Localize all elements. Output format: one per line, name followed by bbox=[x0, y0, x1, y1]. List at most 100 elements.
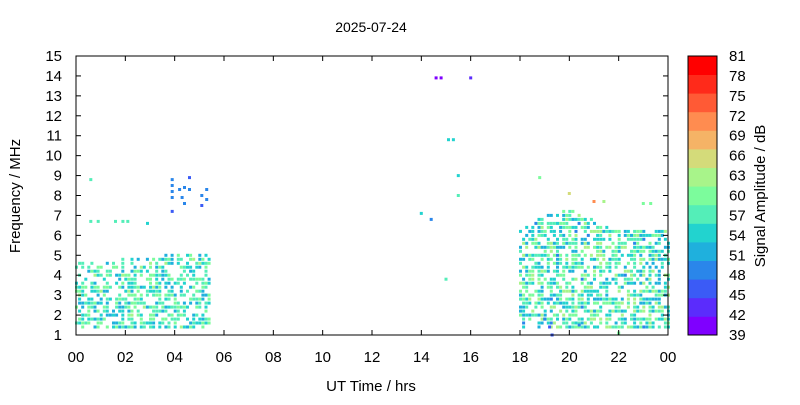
data-cell bbox=[546, 261, 550, 265]
colorbar-segment bbox=[688, 130, 717, 150]
data-cell bbox=[562, 245, 566, 249]
data-cell bbox=[145, 305, 149, 309]
data-cell bbox=[195, 277, 199, 281]
data-cell bbox=[556, 285, 559, 289]
data-cell bbox=[525, 313, 529, 317]
data-cell bbox=[589, 293, 593, 297]
data-cell bbox=[537, 253, 541, 257]
data-cell bbox=[549, 289, 553, 293]
colorbar-tick-label: 66 bbox=[729, 148, 746, 165]
data-cell bbox=[633, 305, 637, 309]
data-cell bbox=[657, 277, 661, 281]
data-cell bbox=[149, 285, 152, 289]
data-cell bbox=[93, 285, 97, 289]
data-cell bbox=[173, 301, 177, 305]
data-cell bbox=[593, 313, 596, 317]
colorbar-ticks: 39 42 45 48 51 54 57 60 63 66 69 72 75 78 81 bbox=[729, 48, 746, 344]
data-cell bbox=[158, 265, 162, 269]
data-cell bbox=[186, 317, 189, 321]
data-cell bbox=[540, 229, 544, 233]
data-cell bbox=[96, 289, 100, 293]
data-cell bbox=[556, 301, 559, 305]
data-cell bbox=[195, 281, 199, 285]
data-cell bbox=[531, 265, 535, 269]
data-cell bbox=[133, 293, 137, 297]
data-cell bbox=[645, 233, 649, 237]
data-cell bbox=[633, 297, 637, 301]
data-cell bbox=[139, 321, 143, 325]
data-cell bbox=[651, 325, 655, 329]
data-cell bbox=[525, 285, 529, 289]
data-cell bbox=[198, 301, 202, 305]
data-cell bbox=[78, 321, 82, 325]
data-cell bbox=[102, 289, 106, 293]
data-cell bbox=[537, 217, 541, 221]
data-cell bbox=[170, 317, 174, 321]
data-cell bbox=[552, 269, 556, 273]
data-cell bbox=[620, 273, 624, 277]
data-cell bbox=[639, 273, 643, 277]
data-cell bbox=[130, 281, 134, 285]
data-cell bbox=[189, 321, 193, 325]
data-cell bbox=[605, 293, 609, 297]
data-cell bbox=[139, 273, 143, 277]
data-cell bbox=[176, 301, 180, 305]
data-cell bbox=[121, 309, 125, 313]
data-cell bbox=[155, 277, 159, 281]
data-cell bbox=[201, 293, 205, 297]
data-cell bbox=[571, 321, 575, 325]
data-cell bbox=[552, 313, 556, 317]
data-cell bbox=[525, 281, 529, 285]
data-cell bbox=[571, 269, 575, 273]
data-cell bbox=[522, 253, 526, 257]
data-cell bbox=[568, 209, 572, 213]
data-cell bbox=[565, 325, 569, 329]
data-cell bbox=[571, 313, 575, 317]
data-cell bbox=[139, 317, 143, 321]
data-cell bbox=[623, 317, 627, 321]
data-cell bbox=[105, 301, 109, 305]
data-cell bbox=[87, 309, 91, 313]
data-cell bbox=[161, 265, 165, 269]
data-cell bbox=[531, 237, 535, 241]
data-cell bbox=[608, 269, 612, 273]
data-cell bbox=[201, 297, 205, 301]
data-cell bbox=[93, 289, 97, 293]
data-cell bbox=[531, 309, 535, 313]
data-cell bbox=[552, 233, 556, 237]
data-cell bbox=[630, 273, 633, 277]
data-cell bbox=[574, 241, 578, 245]
data-cell bbox=[614, 309, 618, 313]
data-cell bbox=[155, 261, 159, 265]
data-cell bbox=[115, 325, 119, 329]
data-cell bbox=[133, 297, 137, 301]
data-cell bbox=[549, 293, 553, 297]
data-cell bbox=[626, 261, 630, 265]
data-cell bbox=[642, 305, 646, 309]
data-point bbox=[434, 76, 438, 80]
data-cell bbox=[93, 305, 97, 309]
data-cell bbox=[562, 241, 566, 245]
data-cell bbox=[571, 289, 575, 293]
data-cell bbox=[149, 273, 152, 277]
data-cell bbox=[556, 213, 559, 217]
data-cell bbox=[620, 325, 624, 329]
data-cell bbox=[87, 321, 91, 325]
data-cell bbox=[663, 321, 667, 325]
y-tick-label: 15 bbox=[45, 48, 62, 65]
data-cell bbox=[195, 297, 199, 301]
data-cell bbox=[568, 305, 572, 309]
data-cell bbox=[161, 317, 165, 321]
chart-title: 2025-07-24 bbox=[335, 19, 407, 35]
data-cell bbox=[617, 289, 621, 293]
data-cell bbox=[170, 305, 174, 309]
data-cell bbox=[543, 233, 547, 237]
data-cell bbox=[528, 229, 532, 233]
data-cell bbox=[115, 305, 119, 309]
data-cell bbox=[648, 321, 652, 325]
data-cell bbox=[636, 317, 640, 321]
data-cell bbox=[565, 253, 569, 257]
data-cell bbox=[124, 305, 128, 309]
data-cell bbox=[645, 277, 649, 281]
